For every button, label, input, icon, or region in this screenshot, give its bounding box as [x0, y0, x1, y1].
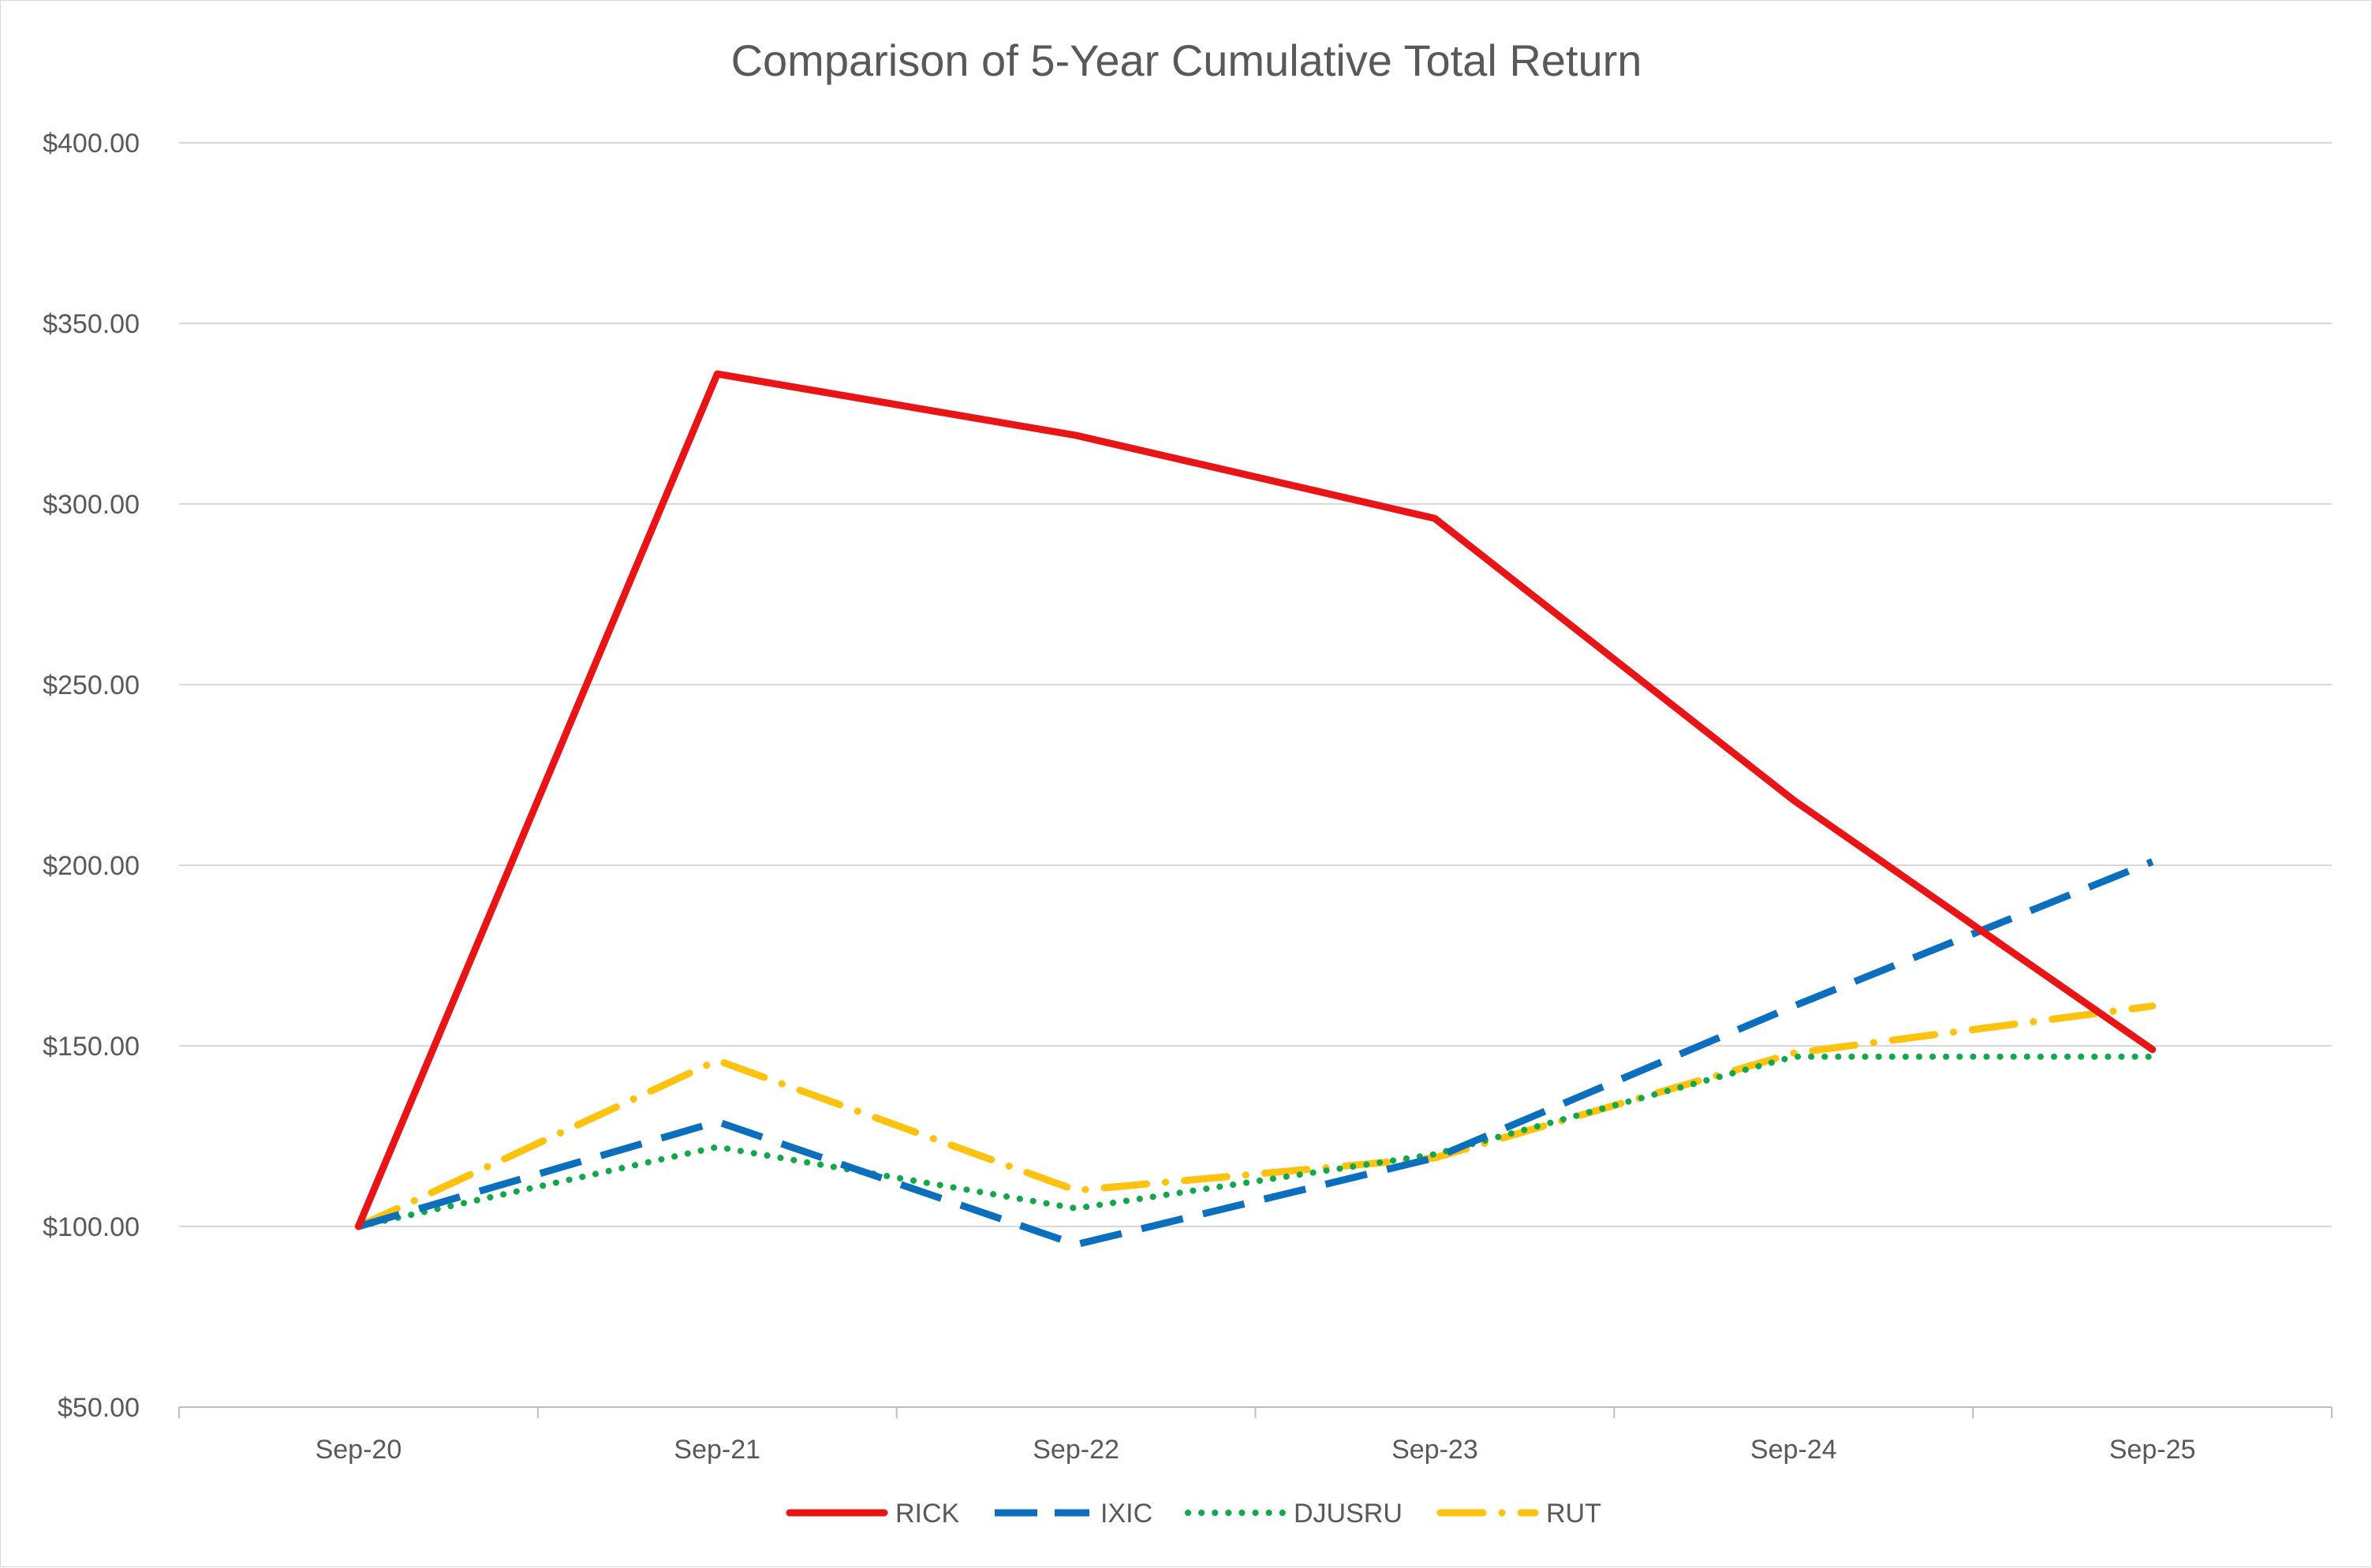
y-tick-label: $300.00 [43, 490, 140, 520]
y-tick-label: $200.00 [43, 851, 140, 881]
y-tick-label: $350.00 [43, 309, 140, 339]
x-tick-label: Sep-21 [674, 1435, 760, 1465]
grid-layer [179, 142, 2332, 1227]
y-tick-label: $100.00 [43, 1212, 140, 1242]
y-tick-label: $400.00 [43, 129, 140, 159]
legend-label-rick: RICK [895, 1499, 960, 1529]
y-tick-label: $50.00 [58, 1393, 140, 1423]
legend-label-djusru: DJUSRU [1294, 1499, 1403, 1529]
y-tick-label: $250.00 [43, 670, 140, 700]
legend-label-rut: RUT [1546, 1499, 1601, 1529]
series-line-djusru [355, 1053, 2156, 1230]
axis-layer: $50.00 $100.00 $150.00 $200.00 $250.00 $300.0… [43, 129, 2333, 1465]
x-tick-label: Sep-22 [1033, 1435, 1119, 1465]
chart-title: Comparison of 5-Year Cumulative Total Re… [731, 35, 1642, 85]
x-tick-label: Sep-24 [1750, 1435, 1837, 1465]
legend: RICK IXIC DJUSRU RUT [786, 1499, 1601, 1529]
x-tick-label: Sep-23 [1391, 1435, 1478, 1465]
series-line-ixic [357, 858, 2154, 1249]
y-tick-label: $150.00 [43, 1032, 140, 1062]
series-layer [354, 370, 2157, 1249]
x-tick-label: Sep-25 [2109, 1435, 2196, 1465]
series-line-rick [354, 370, 2157, 1230]
legend-label-ixic: IXIC [1100, 1499, 1152, 1529]
x-tick-label: Sep-20 [316, 1435, 402, 1465]
series-line-rut [354, 1002, 2157, 1230]
